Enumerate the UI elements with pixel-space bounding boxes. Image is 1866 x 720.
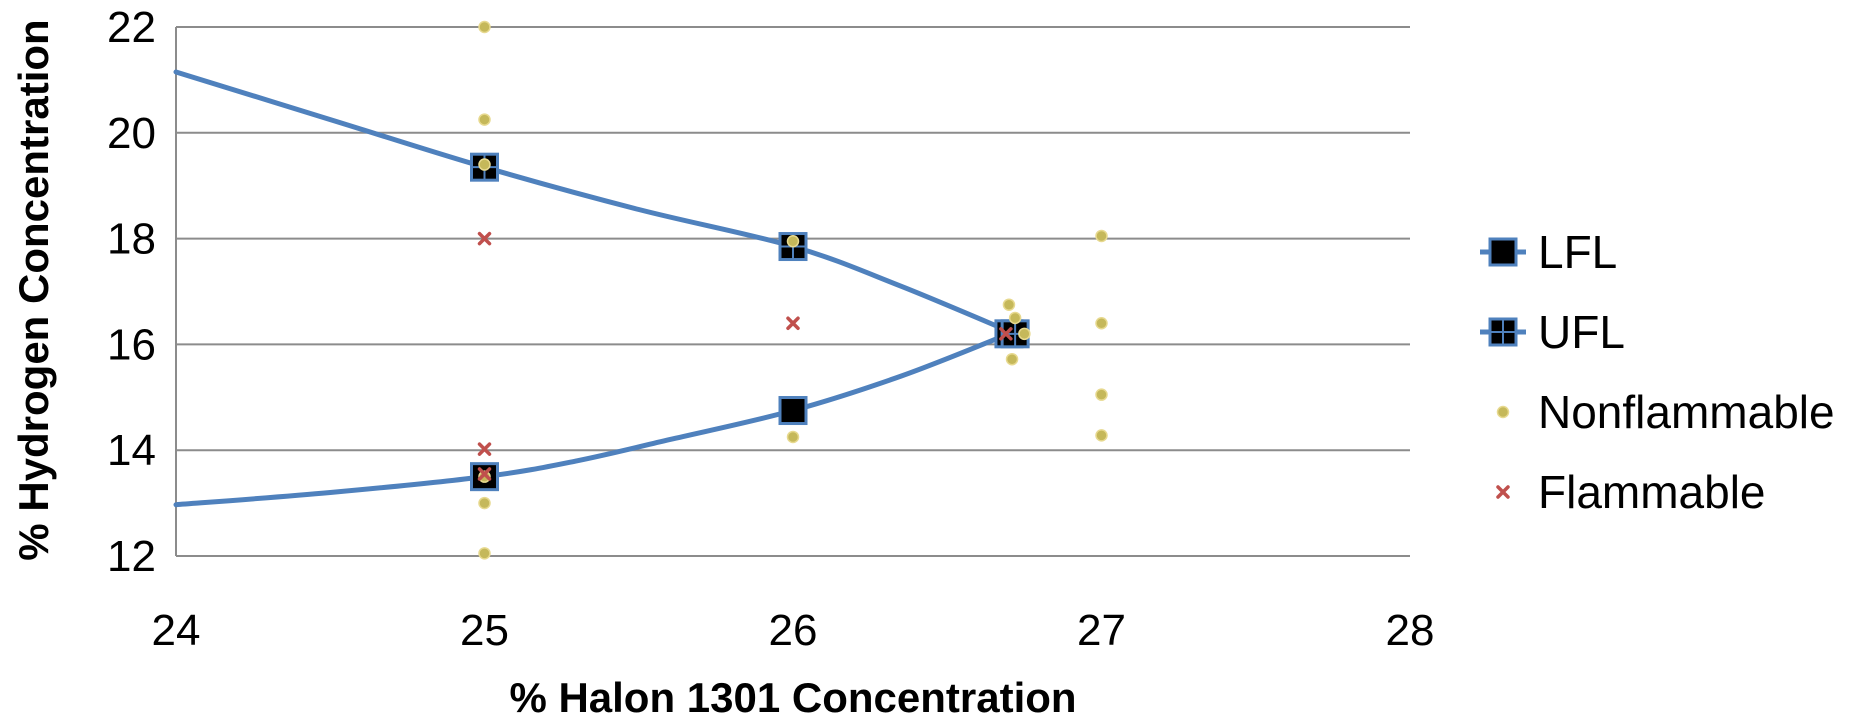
x-tick-label: 26 xyxy=(769,606,818,655)
legend-swatch-marker xyxy=(1488,317,1518,347)
x-tick-label: 24 xyxy=(152,606,201,655)
y-tick-label: 16 xyxy=(107,320,156,369)
legend-swatch-marker xyxy=(1496,405,1510,419)
y-tick-label: 14 xyxy=(107,426,156,475)
lfl-marker xyxy=(778,396,808,426)
nonflammable-point xyxy=(786,430,800,444)
ufl-line xyxy=(173,69,1018,337)
nonflammable-point xyxy=(1095,229,1108,243)
y-tick-label: 20 xyxy=(107,109,156,158)
lfl-line xyxy=(173,331,1012,508)
nonflammable-point xyxy=(478,470,491,483)
nonflammable-point xyxy=(478,496,491,510)
x-axis-ticks: 24 25 26 27 28 xyxy=(152,606,1435,655)
y-axis-ticks: 12 14 16 18 20 22 xyxy=(107,3,156,581)
gridlines xyxy=(175,26,1410,557)
x-tick-label: 27 xyxy=(1077,606,1126,655)
legend-item-ufl: UFL xyxy=(1480,306,1625,358)
flammable-point xyxy=(477,231,492,246)
x-tick-label: 28 xyxy=(1386,606,1435,655)
flammable-point xyxy=(477,442,492,456)
y-axis-title: % Hydrogen Concentration xyxy=(10,19,57,560)
nonflammable-point xyxy=(1095,388,1108,401)
legend-swatch-marker xyxy=(1488,237,1518,267)
legend-label: UFL xyxy=(1538,306,1625,358)
nonflammable-point xyxy=(478,20,491,34)
legend-item-nonflammable: Nonflammable xyxy=(1496,386,1835,438)
y-tick-label: 12 xyxy=(107,532,156,581)
x-tick-label: 25 xyxy=(460,606,509,655)
x-axis-title: % Halon 1301 Concentration xyxy=(509,674,1076,720)
nonflammable-point xyxy=(1018,327,1031,341)
y-tick-label: 22 xyxy=(107,3,156,52)
legend-label: LFL xyxy=(1538,226,1617,278)
nonflammable-point xyxy=(786,234,800,248)
nonflammable-point xyxy=(1005,352,1019,366)
legend-item-flammable: Flammable xyxy=(1496,466,1766,518)
series-markers xyxy=(470,20,1108,560)
legend-label: Flammable xyxy=(1538,466,1766,518)
series-lines xyxy=(173,69,1018,508)
legend-item-lfl: LFL xyxy=(1480,226,1617,278)
nonflammable-point xyxy=(1095,316,1108,330)
legend: LFL UFL Nonflammable Flammable xyxy=(1480,226,1835,518)
flammable-point xyxy=(477,467,492,481)
nonflammable-point xyxy=(478,547,491,560)
legend-label: Nonflammable xyxy=(1538,386,1835,438)
nonflammable-point xyxy=(1002,298,1016,311)
nonflammable-point xyxy=(1095,429,1108,442)
flammable-point xyxy=(999,327,1013,341)
flammable-point xyxy=(786,316,800,330)
nonflammable-point xyxy=(1008,311,1022,325)
legend-swatch-marker xyxy=(1496,485,1510,499)
nonflammable-point xyxy=(478,113,491,126)
nonflammable-point xyxy=(478,158,491,171)
y-tick-label: 18 xyxy=(107,215,156,264)
